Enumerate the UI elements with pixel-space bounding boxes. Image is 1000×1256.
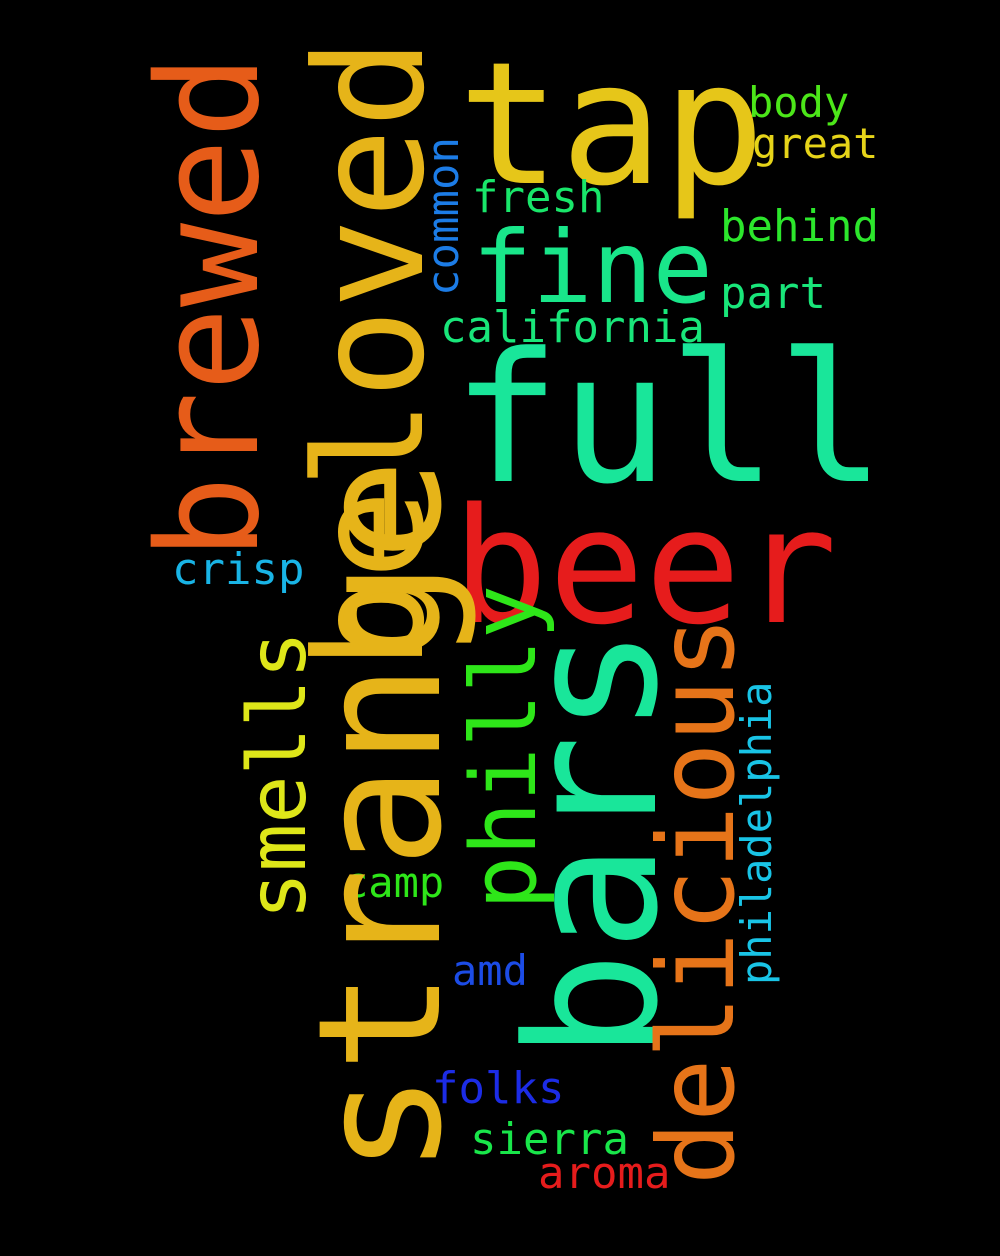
word-body: body: [748, 78, 850, 127]
word-amd: amd: [452, 946, 528, 995]
word-camp: camp: [343, 858, 445, 907]
word-smells: smells: [231, 631, 324, 920]
word-fine: fine: [472, 209, 713, 326]
word-behind: behind: [720, 201, 879, 252]
word-full: full: [452, 315, 886, 524]
word-brewed: brewed: [128, 54, 291, 560]
word-fresh: fresh: [472, 172, 605, 223]
word-tap: tap: [458, 26, 766, 224]
word-beer: beer: [452, 473, 838, 660]
word-philly: philly: [452, 584, 557, 910]
word-california: california: [440, 302, 705, 353]
word-crisp: crisp: [172, 544, 305, 595]
word-part: part: [720, 268, 826, 319]
word-folks: folks: [432, 1063, 565, 1114]
word-philadelphia: philadelphia: [732, 681, 781, 985]
word-great: great: [752, 119, 879, 168]
word-aroma: aroma: [538, 1148, 671, 1199]
word-common: common: [418, 137, 469, 296]
word-sierra: sierra: [470, 1114, 629, 1165]
